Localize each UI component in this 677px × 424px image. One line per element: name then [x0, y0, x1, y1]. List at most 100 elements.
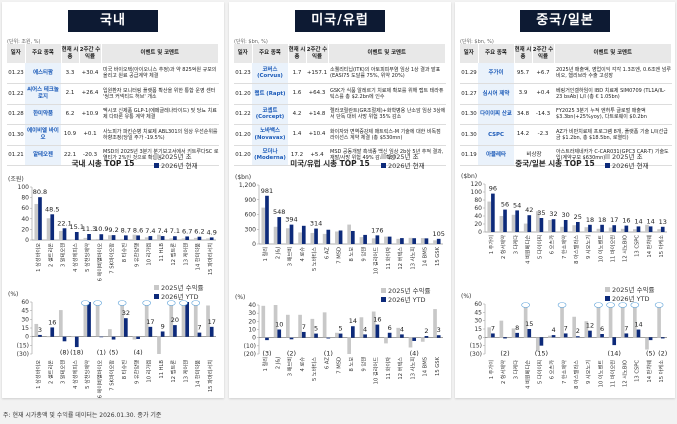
bar-current [351, 230, 355, 244]
bar-prior [322, 233, 327, 244]
bar-current [277, 217, 282, 244]
y-tick-label: 10 [248, 327, 256, 334]
market-cap: 1.4 [288, 124, 306, 146]
chart-title: 국내 시총 TOP 15 [72, 158, 135, 168]
x-tick-label: 4 로슈 [299, 357, 306, 372]
x-tick-label: 2 J&J [275, 357, 281, 370]
legend-swatch [154, 163, 159, 168]
bar-prior [298, 232, 302, 244]
event-comment: 렐라코릴란트(GR조절제)+화학병용 난소암 임상 3상에서 단독 대비 사망 … [328, 104, 446, 125]
bar-current [424, 238, 429, 244]
bar-prior [71, 336, 75, 338]
bar-current [363, 234, 367, 244]
bar-prior [46, 218, 51, 240]
return: +64.3 [306, 83, 328, 105]
stock-name: 주가이 [478, 63, 514, 84]
bar-current [289, 224, 294, 244]
legend-swatch [605, 287, 610, 292]
data-label: 9.2 [108, 226, 118, 234]
bar-prior [120, 238, 124, 240]
market-cap: 10.9 [61, 124, 79, 146]
data-label: 32 [549, 210, 557, 218]
bar-current [197, 236, 202, 240]
return: +26.4 [79, 83, 101, 105]
bar-prior [548, 220, 552, 232]
bar-prior [58, 230, 63, 240]
y-tick-label: 15 [21, 325, 29, 332]
data-label: 14 [634, 321, 642, 329]
axis-break-icon [557, 302, 567, 308]
data-label: 6 [600, 325, 604, 333]
bar-prior [335, 332, 339, 338]
data-label: 7 [491, 324, 495, 332]
date: 01.22 [234, 104, 252, 125]
data-label: 18 [598, 216, 606, 224]
data-label: 35 [537, 209, 545, 217]
legend-swatch [154, 294, 159, 299]
event-comment: 소퀠리티닙(ITK)의 아토피피부염 임상 1상 결과 발표(EASI75 도달… [328, 63, 446, 84]
legend-label: 2025년 초 [161, 152, 192, 161]
bar-prior [261, 207, 266, 244]
x-tick-label: 9 암젠 [359, 247, 367, 262]
event-comment: 미국 바이오텍(아이오니스 추정)과 약 825억원 규모의 올리고 원료 공급… [101, 63, 219, 84]
column-header: 주요 종목 [25, 44, 62, 63]
x-tick-label: 14 판차웨 [645, 235, 653, 258]
stock-name: 랩트 (Rapt) [252, 83, 288, 105]
market-cap: 14.2 [514, 124, 532, 146]
x-tick-label: 6 AZ [324, 357, 330, 369]
bar-current [87, 234, 91, 240]
data-label: 54 [513, 201, 521, 209]
bar-prior [285, 228, 290, 244]
bar-prior [657, 304, 661, 338]
bar-prior [608, 304, 613, 338]
bar-prior [420, 238, 425, 244]
bar-prior [645, 337, 649, 350]
data-label: 14 [634, 217, 642, 225]
bar-prior [499, 320, 504, 338]
y-tick-label: (10) [244, 343, 256, 350]
y-tick-label: 30 [248, 310, 256, 317]
data-label: (5) [109, 349, 118, 357]
y-tick-label: (15) [470, 343, 482, 350]
data-label: 17 [146, 318, 154, 326]
panel-title: 국내 [68, 10, 158, 32]
bar-current [539, 337, 544, 346]
bar-prior [132, 234, 137, 240]
data-label: 176 [371, 226, 383, 234]
bar-current [600, 224, 604, 232]
chart-title: 중국/일본 시총 TOP 15 [515, 158, 594, 168]
legend-label: 2026년 현재 [388, 161, 425, 170]
bar-current [491, 193, 495, 232]
data-label: 6 [388, 324, 392, 332]
x-tick-label: 1 릴리 [261, 357, 269, 372]
bar-current [301, 331, 306, 338]
y-tick-label: 60 [21, 299, 29, 306]
legend-swatch [605, 154, 610, 159]
bar-prior [120, 302, 124, 337]
x-tick-label: 8 티슈진 [120, 360, 128, 379]
bar-prior [511, 214, 516, 232]
x-tick-label: 2 셀트리온 [46, 360, 54, 384]
bar-prior [511, 328, 516, 338]
bar-current [624, 225, 629, 232]
x-tick-label: 12 시노BIO [622, 235, 629, 262]
data-label: 32 [122, 309, 130, 317]
data-label: (5) [646, 349, 655, 357]
data-label: (18) [70, 349, 83, 357]
x-tick-label: 10 길리어드 [372, 357, 380, 385]
bar-current [563, 220, 568, 232]
x-tick-label: 15 파마리서치 [206, 243, 214, 275]
bar-prior [157, 336, 161, 354]
column-header: 현재 시총 [288, 44, 307, 63]
bar-prior [322, 312, 327, 338]
table-header: 일자 주요 종목 현재 시총 2주간 수익률 이벤트 및 코멘트 [234, 44, 446, 63]
legend-label: 2025년 수익률 [161, 283, 204, 292]
bar-prior [535, 211, 540, 232]
data-label: 18 [586, 216, 594, 224]
return: +10.9 [79, 104, 101, 125]
y-tick-label: 900 [245, 197, 257, 204]
bar-prior [273, 226, 278, 244]
data-label: 48.5 [45, 205, 59, 213]
